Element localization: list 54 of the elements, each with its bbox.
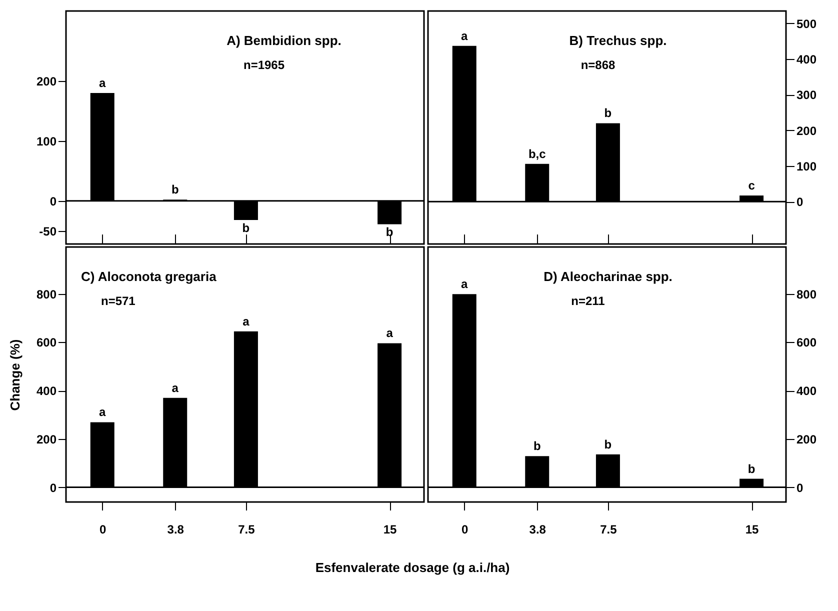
y-tick-label: 400 <box>36 384 57 398</box>
y-tick-label: 200 <box>796 124 817 138</box>
y-tick-label: 0 <box>50 480 57 495</box>
y-tick-label: 300 <box>796 88 817 102</box>
data-label: b <box>533 439 541 454</box>
data-label: a <box>461 28 468 43</box>
data-label: a <box>242 314 250 328</box>
y-tick-label: 200 <box>36 74 57 89</box>
x-tick-label: 7.5 <box>238 522 256 536</box>
text: n=1965 <box>243 58 285 72</box>
text: D) Aleocharinae spp. <box>544 269 672 284</box>
data-label: b <box>242 221 250 236</box>
data-label: b <box>171 182 179 197</box>
text: n=211 <box>571 294 606 308</box>
data-label: b <box>386 225 394 240</box>
y-tick-label: 200 <box>796 432 817 446</box>
x-tick-label: 0 <box>100 522 107 536</box>
data-label: a <box>99 405 106 420</box>
y-tick-label: 200 <box>36 432 57 446</box>
y-tick-label: 0 <box>796 195 804 210</box>
x-tick-label: 3.8 <box>167 522 184 536</box>
y-tick-label: 800 <box>796 287 817 302</box>
y-tick-label: 400 <box>796 384 817 398</box>
y-tick-label: 100 <box>36 134 57 148</box>
y-axis-title: Change (%) <box>7 339 22 411</box>
y-tick-label: 600 <box>796 336 817 350</box>
data-label: a <box>461 277 468 292</box>
data-label: b <box>748 462 756 476</box>
text: C) Aloconota gregaria <box>81 269 218 284</box>
y-tick-label: 800 <box>36 287 57 302</box>
data-label: a <box>386 326 394 340</box>
data-label: b <box>604 437 612 452</box>
data-label: b <box>604 106 612 120</box>
y-tick-label: 100 <box>796 159 817 174</box>
x-tick-label: 0 <box>462 522 469 536</box>
x-tick-label: 3.8 <box>529 522 546 536</box>
text: n=868 <box>580 58 616 72</box>
y-tick-label: 400 <box>796 52 817 67</box>
y-tick-label: 600 <box>36 336 57 350</box>
x-tick-label: 15 <box>383 522 398 536</box>
x-tick-label: 15 <box>745 522 760 536</box>
y-tick-label: -50 <box>39 224 57 238</box>
x-axis-title: Esfenvalerate dosage (g a.i./ha) <box>315 560 510 575</box>
y-tick-label: 500 <box>796 16 817 31</box>
text: A) Bembidion spp. <box>226 33 342 48</box>
text: n=571 <box>101 294 136 308</box>
data-label: c <box>748 178 756 193</box>
data-label: b,c <box>528 146 546 161</box>
y-tick-label: 0 <box>50 194 57 208</box>
y-tick-label: 0 <box>796 480 804 495</box>
data-label: a <box>172 380 179 395</box>
data-label: a <box>99 76 106 90</box>
text: B) Trechus spp. <box>569 33 667 48</box>
x-tick-label: 7.5 <box>600 522 618 536</box>
